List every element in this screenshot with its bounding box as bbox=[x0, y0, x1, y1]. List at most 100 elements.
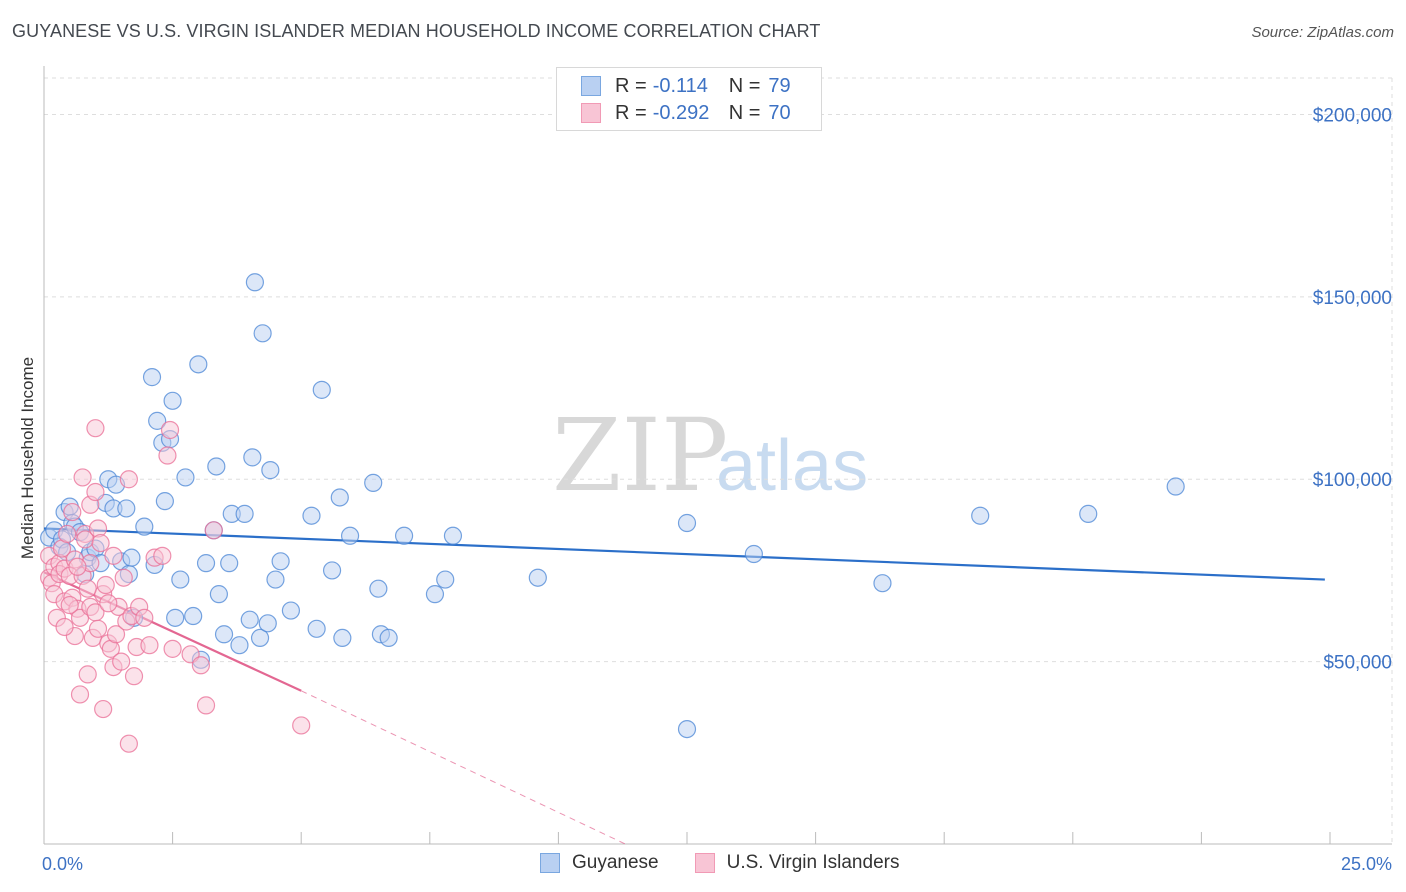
point-guyanese bbox=[425, 585, 445, 604]
point-guyanese bbox=[302, 506, 321, 525]
point-guyanese bbox=[243, 448, 262, 467]
y-tick-label: $50,000 bbox=[1323, 653, 1392, 674]
point-guyanese bbox=[253, 324, 272, 343]
point-guyanese bbox=[677, 719, 697, 739]
point-virgin-islanders bbox=[119, 734, 138, 753]
legend-r-label: R = bbox=[615, 101, 647, 124]
point-guyanese bbox=[394, 526, 414, 545]
point-guyanese bbox=[312, 380, 331, 399]
point-virgin-islanders bbox=[112, 652, 131, 671]
point-virgin-islanders bbox=[292, 716, 311, 735]
point-guyanese bbox=[744, 544, 763, 564]
point-virgin-islanders bbox=[68, 557, 87, 576]
legend-r-value: -0.114 bbox=[652, 74, 708, 97]
watermark: ZIP atlas bbox=[552, 397, 868, 514]
legend-swatch-guyanese bbox=[581, 76, 601, 96]
x-tick-label: 25.0% bbox=[1341, 854, 1392, 874]
point-virgin-islanders bbox=[86, 419, 105, 438]
point-virgin-islanders bbox=[63, 502, 82, 522]
point-guyanese bbox=[436, 570, 455, 589]
series-label-guyanese: Guyanese bbox=[572, 852, 659, 873]
point-guyanese bbox=[322, 561, 342, 580]
series-legend-guyanese[interactable]: Guyanese bbox=[540, 852, 659, 874]
point-guyanese bbox=[250, 628, 270, 648]
point-virgin-islanders bbox=[99, 594, 118, 613]
series-swatch-virgin-islanders bbox=[694, 853, 715, 873]
point-virgin-islanders bbox=[60, 595, 79, 615]
point-guyanese bbox=[528, 568, 547, 587]
point-guyanese bbox=[307, 619, 326, 638]
point-virgin-islanders bbox=[135, 608, 154, 627]
point-guyanese bbox=[117, 499, 136, 518]
point-virgin-islanders bbox=[124, 667, 144, 686]
point-guyanese bbox=[333, 628, 352, 648]
point-guyanese bbox=[271, 552, 290, 571]
point-virgin-islanders bbox=[96, 575, 115, 595]
legend-r-value: -0.292 bbox=[652, 101, 710, 124]
point-guyanese bbox=[364, 473, 383, 492]
legend-n-label: N = bbox=[728, 74, 761, 97]
watermark-atlas: atlas bbox=[716, 426, 868, 506]
point-virgin-islanders bbox=[114, 568, 133, 587]
watermark-zip: ZIP bbox=[552, 397, 728, 514]
point-virgin-islanders bbox=[88, 619, 108, 638]
point-virgin-islanders bbox=[160, 420, 180, 440]
point-guyanese bbox=[266, 570, 285, 589]
point-virgin-islanders bbox=[91, 533, 110, 553]
point-guyanese bbox=[261, 461, 280, 480]
legend-n-value: 70 bbox=[768, 101, 791, 124]
point-guyanese bbox=[971, 506, 990, 525]
point-guyanese bbox=[196, 554, 216, 573]
point-guyanese bbox=[379, 628, 398, 648]
legend-row-guyanese: R = -0.114 N = 79 bbox=[581, 73, 791, 99]
point-virgin-islanders bbox=[73, 468, 92, 487]
point-guyanese bbox=[1166, 477, 1185, 496]
point-guyanese bbox=[235, 504, 254, 523]
point-guyanese bbox=[163, 391, 182, 410]
point-virgin-islanders bbox=[119, 470, 138, 489]
series-legend-virgin-islanders[interactable]: U.S. Virgin Islanders bbox=[694, 852, 899, 874]
trend-lines bbox=[43, 527, 1325, 845]
point-virgin-islanders bbox=[106, 625, 126, 644]
legend-n-value: 79 bbox=[768, 74, 791, 97]
point-virgin-islanders bbox=[55, 617, 74, 637]
chart-title: GUYANESE VS U.S. VIRGIN ISLANDER MEDIAN … bbox=[12, 21, 821, 41]
point-guyanese bbox=[245, 273, 265, 292]
point-guyanese bbox=[189, 355, 208, 374]
point-guyanese bbox=[142, 368, 162, 387]
point-virgin-islanders bbox=[158, 446, 177, 465]
point-guyanese bbox=[166, 608, 185, 627]
point-guyanese bbox=[176, 468, 195, 487]
point-guyanese bbox=[369, 579, 388, 598]
point-virgin-islanders bbox=[140, 636, 159, 655]
point-guyanese bbox=[155, 492, 174, 511]
point-virgin-islanders bbox=[204, 521, 223, 540]
point-guyanese bbox=[240, 610, 259, 629]
x-tick-label: 0.0% bbox=[42, 854, 83, 874]
point-guyanese bbox=[171, 570, 190, 589]
data-points bbox=[40, 273, 1185, 753]
x-tick-labels: 0.0% 25.0% bbox=[42, 854, 1392, 874]
trend-line-guyanese bbox=[43, 527, 1325, 581]
point-guyanese bbox=[207, 457, 226, 476]
point-guyanese bbox=[214, 625, 234, 644]
point-guyanese bbox=[330, 488, 349, 507]
point-guyanese bbox=[1079, 504, 1098, 523]
point-virgin-islanders bbox=[78, 579, 97, 598]
point-guyanese bbox=[220, 554, 239, 573]
point-guyanese bbox=[258, 614, 277, 633]
point-guyanese bbox=[281, 601, 301, 620]
legend-swatch-virgin-islanders bbox=[581, 103, 601, 123]
point-virgin-islanders bbox=[163, 639, 182, 658]
point-virgin-islanders bbox=[104, 546, 123, 565]
source-label: Source: ZipAtlas.com bbox=[1251, 24, 1394, 41]
point-guyanese bbox=[135, 517, 154, 536]
point-virgin-islanders bbox=[191, 656, 210, 675]
point-virgin-islanders bbox=[86, 482, 105, 502]
point-guyanese bbox=[148, 411, 167, 430]
point-guyanese bbox=[677, 513, 697, 533]
point-guyanese bbox=[443, 526, 463, 545]
correlation-legend: R = -0.114 N = 79 R = -0.292 N = 70 bbox=[556, 67, 822, 131]
point-guyanese bbox=[209, 585, 228, 604]
point-guyanese bbox=[873, 574, 892, 593]
